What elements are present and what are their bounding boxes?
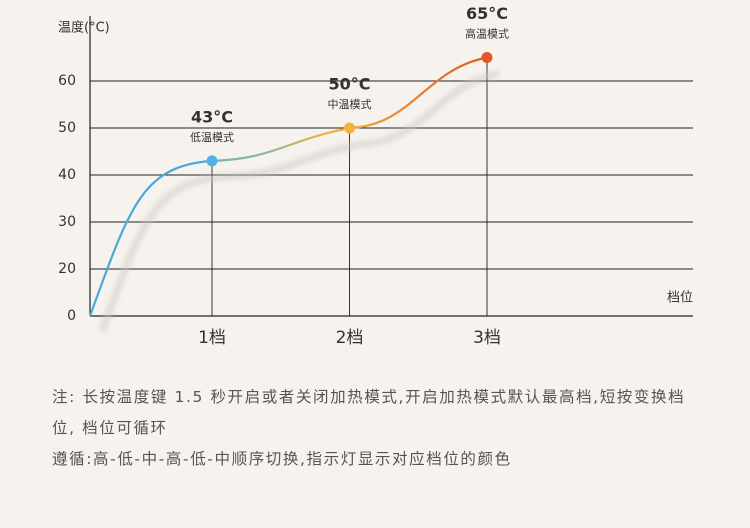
value-label: 65°C: [466, 4, 508, 23]
notes: 注: 长按温度键 1.5 秒开启或者关闭加热模式,开启加热模式默认最高档,短按变…: [52, 382, 702, 475]
curve-shadow: [99, 70, 500, 334]
x-tick-label: 1档: [198, 328, 226, 348]
x-tick-label: 3档: [473, 328, 501, 348]
y-tick-label: 20: [58, 261, 76, 277]
mode-label: 中温模式: [328, 98, 372, 111]
x-axis-title: 档位: [667, 291, 693, 306]
y-tick-label: 60: [58, 73, 76, 89]
y-tick-label: 50: [58, 120, 76, 136]
note: 遵循:高-低-中-高-低-中顺序切换,指示灯显示对应档位的颜色: [52, 450, 512, 468]
x-tick-label: 2档: [336, 328, 364, 348]
y-tick-label: 0: [67, 308, 76, 324]
mode-label: 低温模式: [190, 131, 234, 144]
value-label: 50°C: [328, 75, 370, 94]
y-tick-label: 30: [58, 214, 76, 230]
note: 注: 长按温度键 1.5 秒开启或者关闭加热模式,开启加热模式默认最高档,短按变…: [52, 388, 686, 437]
y-axis-title: 温度(°C): [58, 20, 110, 36]
y-tick-label: 40: [58, 167, 76, 183]
value-label: 43°C: [191, 107, 233, 126]
point: [206, 155, 218, 167]
curve-lead: [88, 159, 213, 317]
mode-label: 高温模式: [465, 27, 509, 41]
point: [344, 122, 355, 134]
point: [481, 52, 493, 63]
chart: 温度(°C) 档位 0 20 30 40 50 60 1档 2档 3档 43°C 低温模式 50°C 中…: [58, 4, 693, 348]
